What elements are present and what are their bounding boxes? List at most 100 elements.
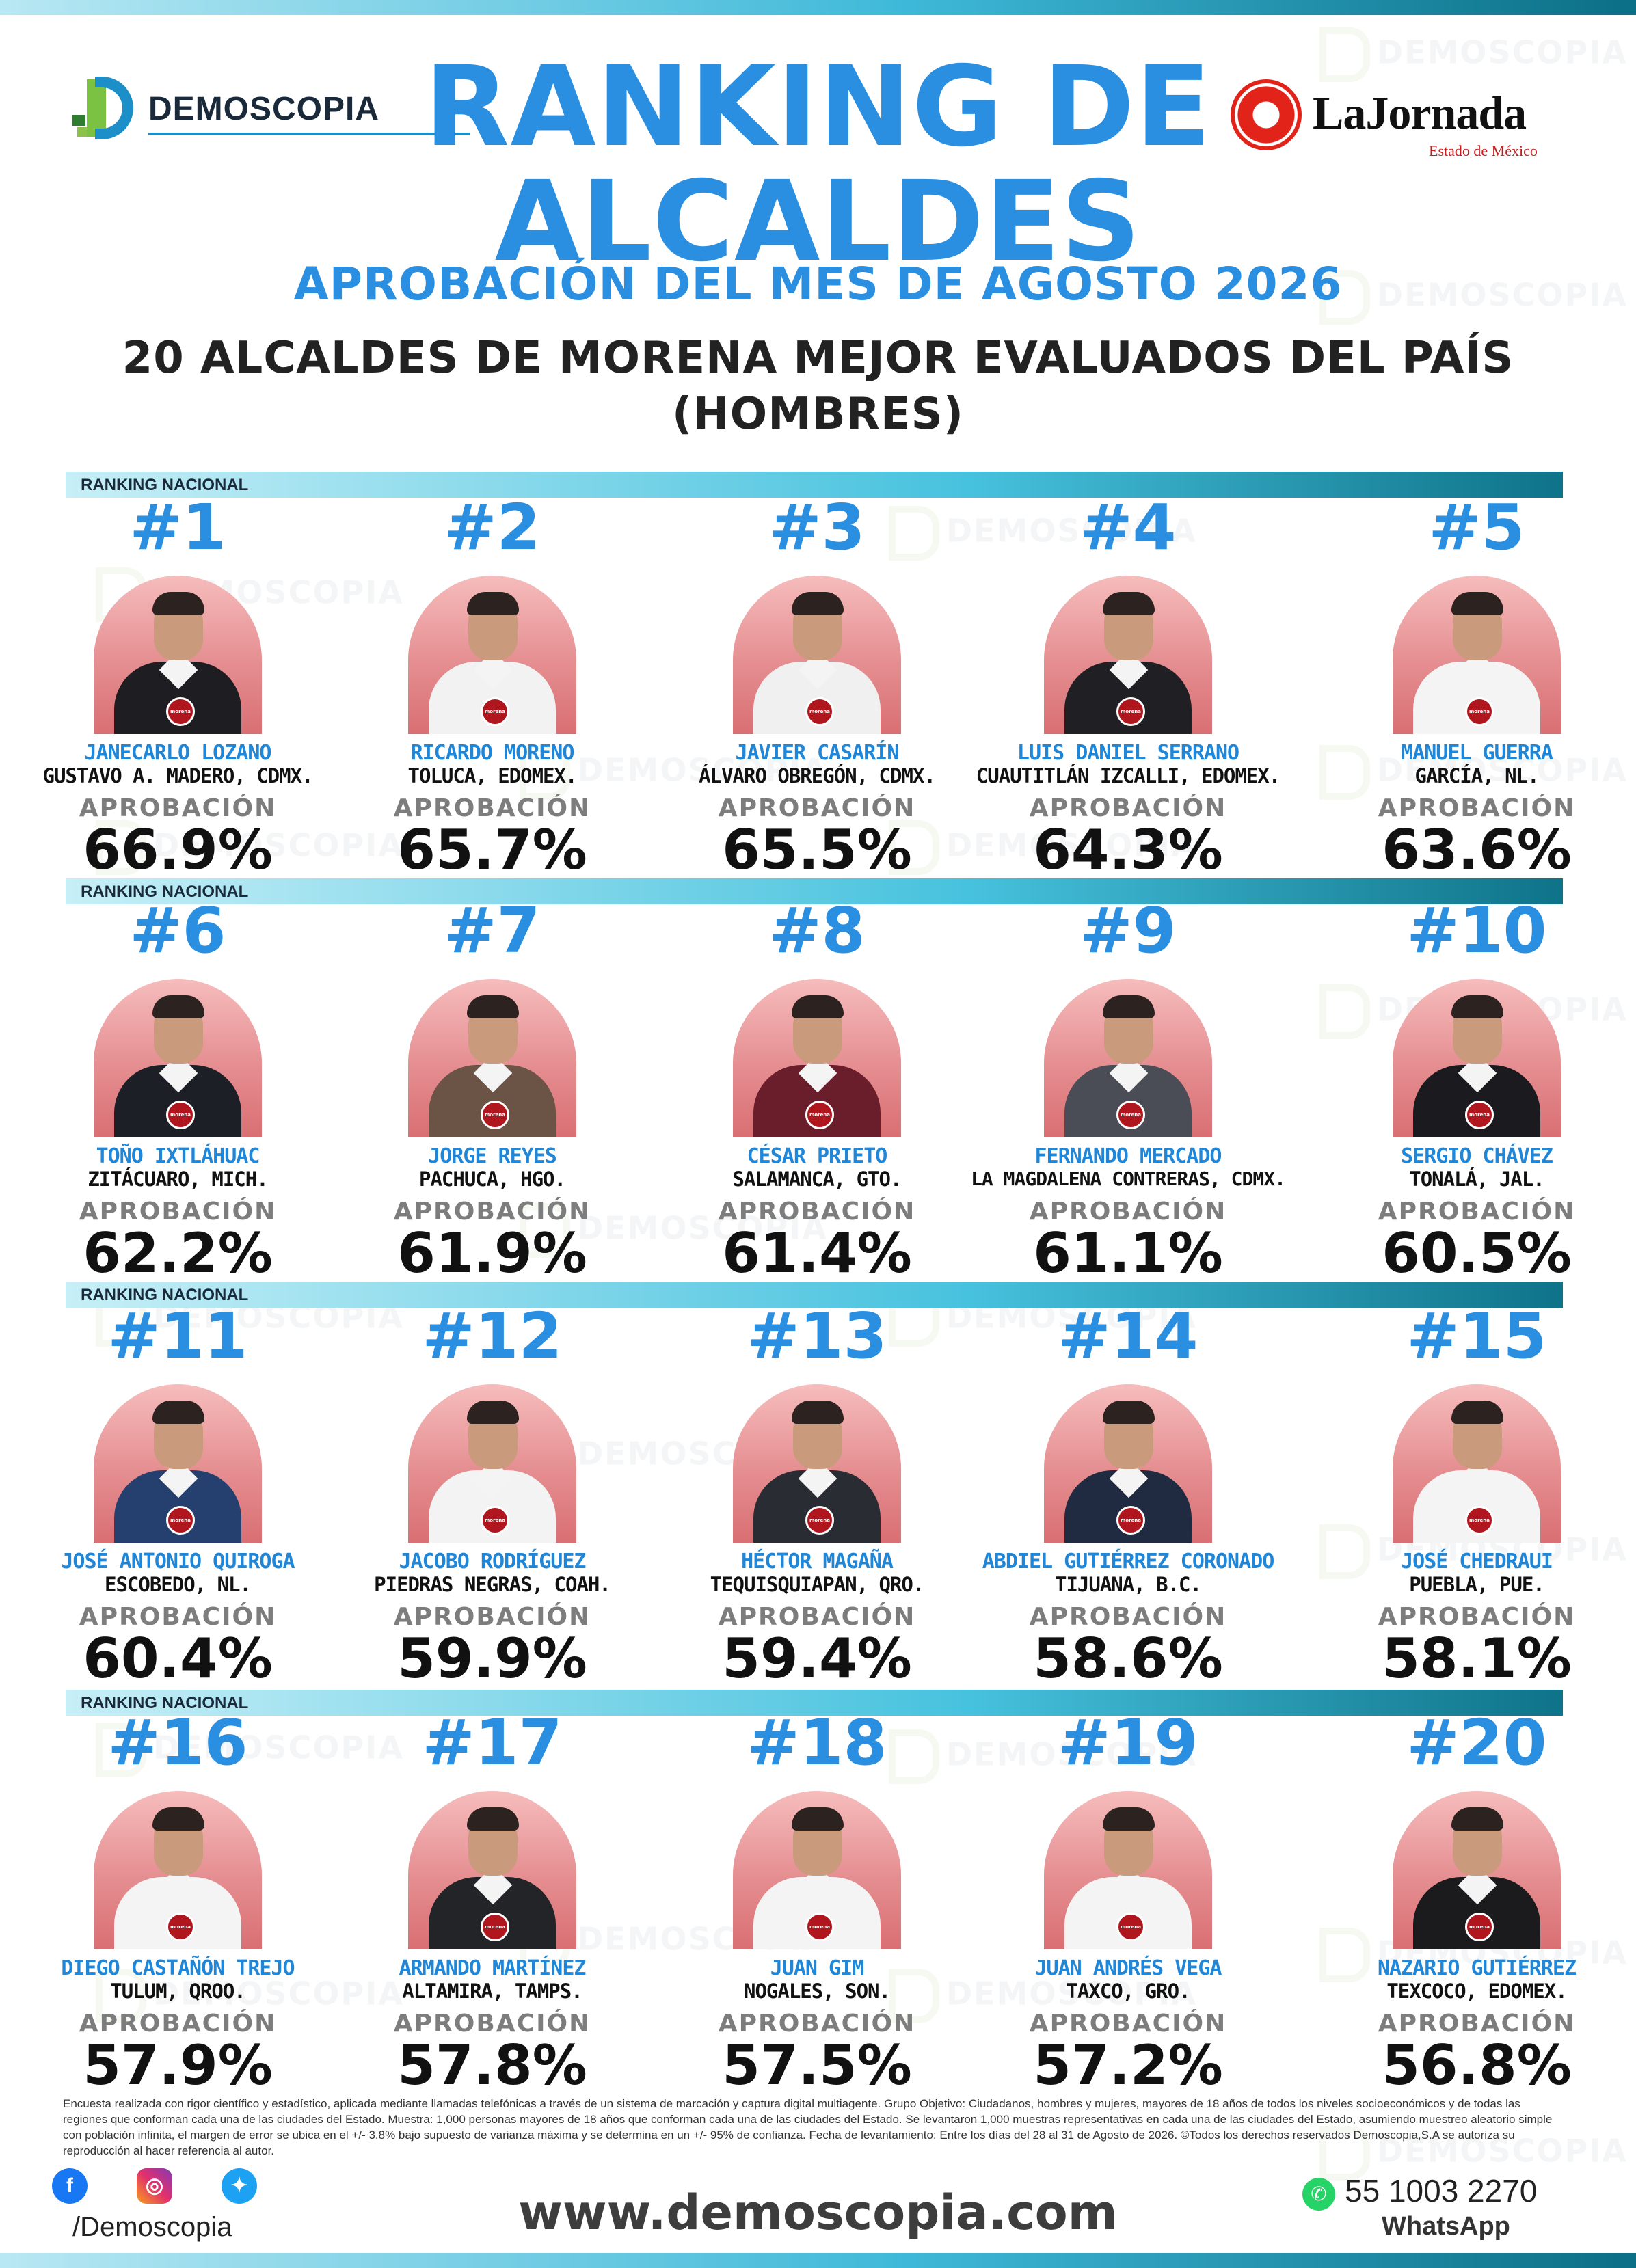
- alcalde-city: GUSTAVO A. MADERO, CDMX.: [42, 764, 313, 787]
- alcalde-card: #12 morena JACOBO RODRÍGUEZ PIEDRAS NEGRAS,…: [332, 1299, 653, 1691]
- website-link[interactable]: www.demoscopia.com: [518, 2185, 1118, 2241]
- morena-pin-icon: morena: [805, 1913, 834, 1941]
- alcalde-city: TULUM, QROO.: [110, 1980, 246, 2003]
- heading-line1: 20 ALCALDES DE MORENA MEJOR EVALUADOS DE…: [122, 333, 1514, 383]
- alcalde-name: JORGE REYES: [428, 1144, 557, 1168]
- approval-value: 61.9%: [397, 1221, 587, 1285]
- watermark: DEMOSCOPIA: [96, 1969, 404, 2023]
- whatsapp-number[interactable]: 55 1003 2270: [1345, 2173, 1538, 2209]
- portrait-photo: morena: [733, 1384, 901, 1543]
- approval-value: 58.1%: [1382, 1627, 1572, 1690]
- instagram-icon[interactable]: ◎: [137, 2168, 172, 2204]
- section-label: RANKING NACIONAL: [81, 1694, 249, 1712]
- approval-label: APROBACIÓN: [79, 794, 277, 822]
- alcalde-name: JACOBO RODRÍGUEZ: [399, 1550, 587, 1574]
- portrait-photo: morena: [94, 576, 262, 734]
- morena-pin-icon: morena: [166, 1506, 195, 1535]
- rank-number: #19: [1058, 1706, 1198, 1779]
- alcalde-city: ZITÁCUARO, MICH.: [88, 1167, 268, 1191]
- alcalde-name: TOÑO IXTLÁHUAC: [96, 1144, 260, 1168]
- top-accent-bar: [0, 0, 1636, 15]
- rank-number: #12: [422, 1299, 563, 1373]
- approval-label: APROBACIÓN: [393, 1603, 591, 1631]
- approval-value: 61.1%: [1033, 1221, 1223, 1285]
- alcalde-city: PACHUCA, HGO.: [419, 1167, 566, 1191]
- la-jornada-logo: LaJornada Estado de México: [1231, 74, 1552, 159]
- alcalde-city: CUAUTITLÁN IZCALLI, EDOMEX.: [976, 764, 1280, 787]
- approval-value: 61.4%: [722, 1221, 912, 1285]
- alcalde-card: #15 morena JOSÉ CHEDRAUI PUEBLA, PUE. APROBA…: [1316, 1302, 1636, 1691]
- section-bar-4: RANKING NACIONAL: [66, 1690, 1563, 1716]
- alcalde-name: JANECARLO LOZANO: [84, 741, 272, 765]
- alcalde-card: #6 morena TOÑO IXTLÁHUAC ZITÁCUARO, MICH. AP…: [17, 897, 338, 1286]
- watermark: DEMOSCOPIA: [96, 820, 404, 875]
- alcalde-card: #13 morena HÉCTOR MAGAÑA TEQUISQUIAPAN, QRO…: [656, 1302, 978, 1691]
- subtitle: APROBACIÓN DEL MES DE AGOSTO 2026: [293, 258, 1343, 310]
- alcalde-name: JAVIER CASARÍN: [735, 741, 900, 765]
- social-handle[interactable]: /Demoscopia: [72, 2212, 232, 2242]
- alcalde-city: PUEBLA, PUE.: [1409, 1573, 1545, 1596]
- morena-pin-icon: morena: [481, 1506, 509, 1535]
- morena-pin-icon: morena: [481, 697, 509, 726]
- approval-label: APROBACIÓN: [393, 2010, 591, 2038]
- morena-pin-icon: morena: [1465, 697, 1494, 726]
- portrait-photo: morena: [1044, 1791, 1212, 1949]
- alcalde-card: #8 morena CÉSAR PRIETO SALAMANCA, GTO. APROB…: [656, 897, 978, 1286]
- watermark: DEMOSCOPIA: [889, 1969, 1197, 2023]
- portrait-photo: morena: [94, 979, 262, 1137]
- alcalde-city: LA MAGDALENA CONTRERAS, CDMX.: [971, 1167, 1286, 1190]
- rank-number: #11: [107, 1299, 248, 1373]
- morena-pin-icon: morena: [166, 1913, 195, 1941]
- section-label: RANKING NACIONAL: [81, 476, 249, 494]
- rank-number: #2: [444, 491, 541, 564]
- alcalde-card: #10 morena SERGIO CHÁVEZ TONALÁ, JAL. APROBA…: [1316, 897, 1636, 1286]
- alcalde-name: JUAN GIM: [770, 1956, 865, 1980]
- alcalde-city: SALAMANCA, GTO.: [732, 1167, 902, 1191]
- la-jornada-wordmark: LaJornada: [1313, 87, 1527, 139]
- twitter-icon[interactable]: ✦: [222, 2168, 257, 2204]
- watermark: DEMOSCOPIA: [889, 1729, 1197, 1784]
- rank-number: #14: [1058, 1299, 1198, 1373]
- approval-label: APROBACIÓN: [718, 1603, 916, 1631]
- approval-label: APROBACIÓN: [1378, 794, 1576, 822]
- alcalde-name: FERNANDO MERCADO: [1034, 1144, 1222, 1168]
- facebook-icon[interactable]: f: [52, 2168, 88, 2204]
- alcalde-name: DIEGO CASTAÑÓN TREJO: [61, 1956, 295, 1980]
- alcalde-city: TAXCO, GRO.: [1066, 1980, 1190, 2003]
- portrait-photo: morena: [408, 576, 576, 734]
- alcalde-city: TEXCOCO, EDOMEX.: [1386, 1980, 1567, 2003]
- approval-value: 65.7%: [397, 818, 587, 882]
- approval-label: APROBACIÓN: [1378, 1603, 1576, 1631]
- alcalde-city: TOLUCA, EDOMEX.: [407, 764, 578, 787]
- alcalde-name: JOSÉ ANTONIO QUIROGA: [61, 1550, 295, 1574]
- approval-value: 59.4%: [722, 1627, 912, 1690]
- approval-value: 62.2%: [83, 1221, 273, 1285]
- rank-number: #3: [768, 491, 866, 564]
- morena-pin-icon: morena: [1465, 1101, 1494, 1129]
- approval-value: 57.5%: [722, 2034, 912, 2097]
- morena-pin-icon: morena: [805, 697, 834, 726]
- watermark: DEMOSCOPIA: [889, 506, 1197, 561]
- approval-value: 63.6%: [1382, 818, 1572, 882]
- approval-value: 66.9%: [83, 818, 273, 882]
- bottom-accent-bar: [0, 2253, 1636, 2268]
- portrait-photo: morena: [1044, 1384, 1212, 1543]
- alcalde-city: TEQUISQUIAPAN, QRO.: [710, 1573, 925, 1596]
- approval-label: APROBACIÓN: [79, 1198, 277, 1226]
- alcalde-card: #11 morena JOSÉ ANTONIO QUIROGA ESCOBEDO, N…: [17, 1299, 338, 1691]
- morena-pin-icon: morena: [1116, 697, 1145, 726]
- watermark: DEMOSCOPIA: [520, 1203, 828, 1258]
- portrait-photo: morena: [733, 979, 901, 1137]
- section-bar-1: RANKING NACIONAL: [66, 472, 1563, 498]
- whatsapp-contact[interactable]: ✆ 55 1003 2270 WhatsApp: [1302, 2172, 1562, 2254]
- morena-pin-icon: morena: [166, 697, 195, 726]
- alcalde-city: ALTAMIRA, TAMPS.: [402, 1980, 582, 2003]
- portrait-photo: morena: [733, 576, 901, 734]
- alcalde-card: #20 morena NAZARIO GUTIÉRREZ TEXCOCO, EDOME…: [1316, 1709, 1636, 2098]
- morena-pin-icon: morena: [1465, 1913, 1494, 1941]
- alcalde-city: GARCÍA, NL.: [1414, 764, 1539, 787]
- la-jornada-subtitle: Estado de México: [1429, 142, 1538, 159]
- portrait-photo: morena: [408, 1384, 576, 1543]
- alcalde-card: #19 morena JUAN ANDRÉS VEGA TAXCO, GRO. APRO…: [967, 1706, 1289, 2098]
- approval-value: 57.8%: [397, 2034, 587, 2097]
